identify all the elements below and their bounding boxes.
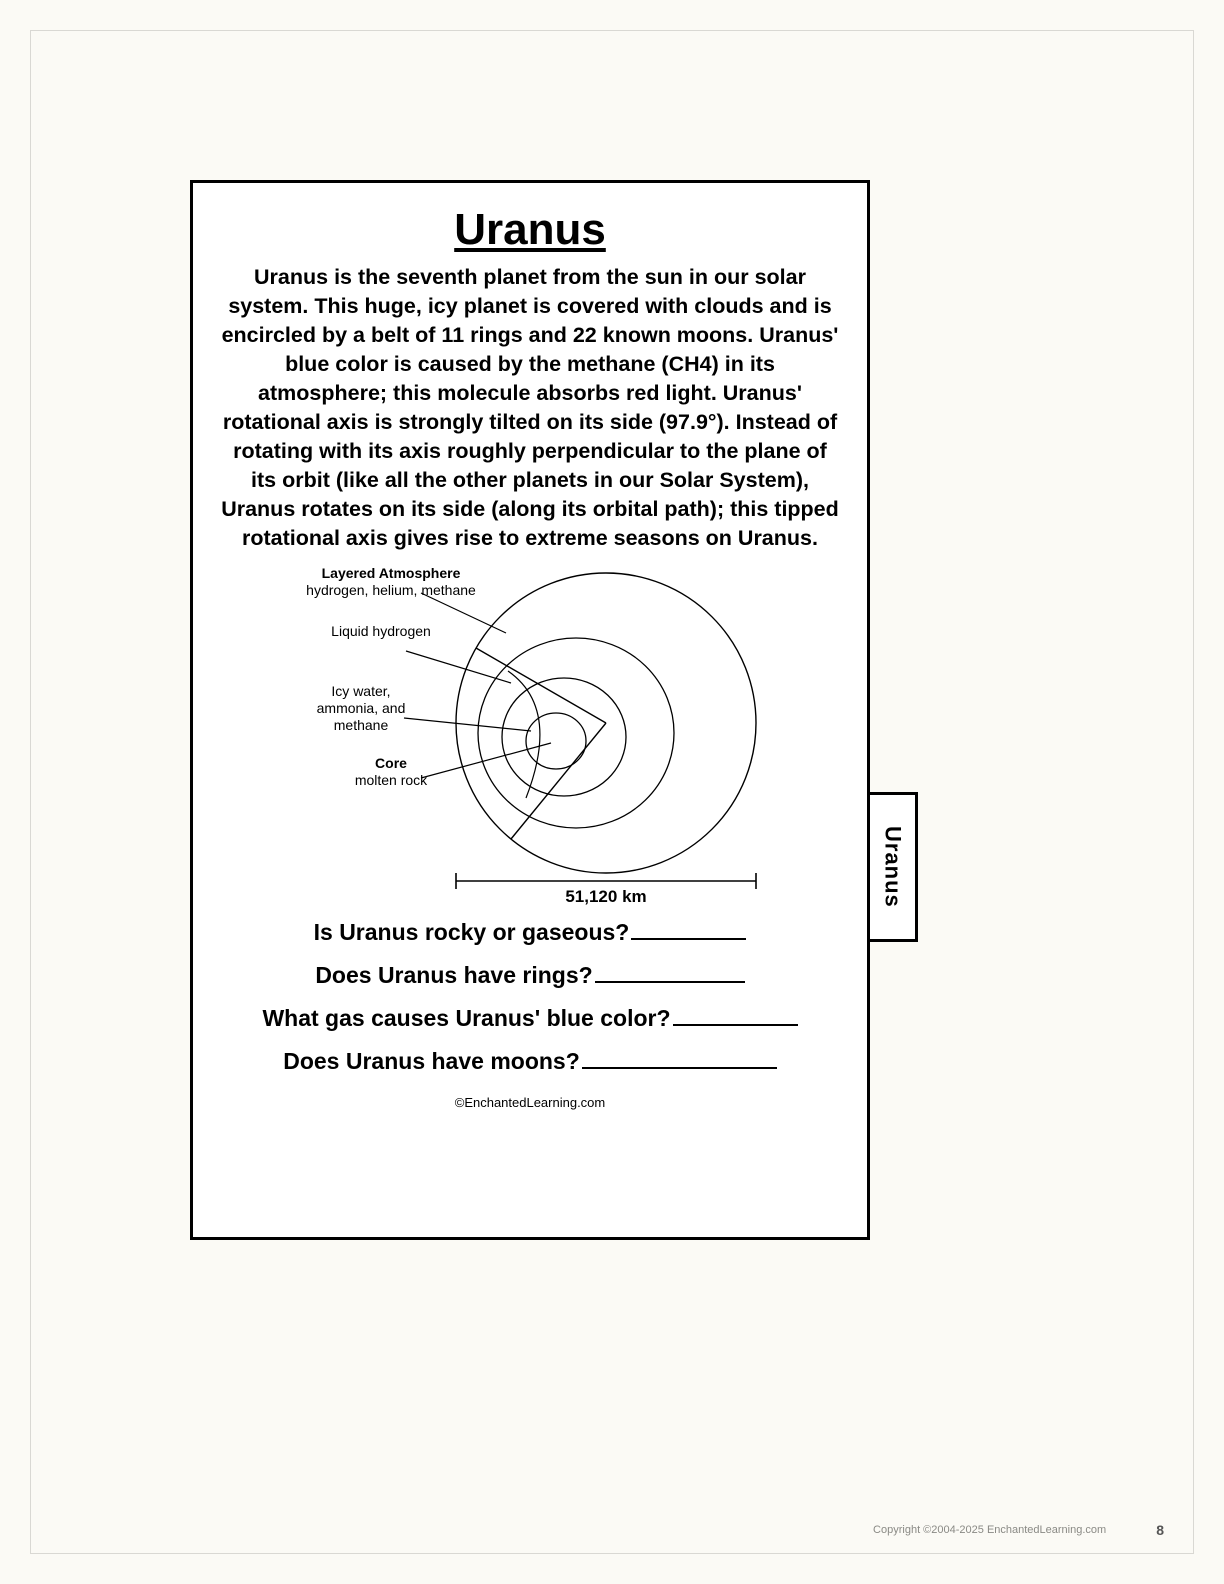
- worksheet-body: Uranus is the seventh planet from the su…: [221, 263, 839, 553]
- question-2: Does Uranus have rings?: [221, 960, 839, 989]
- blank-4[interactable]: [582, 1046, 777, 1069]
- side-tab-label: Uranus: [880, 826, 906, 908]
- worksheet: Uranus Uranus is the seventh planet from…: [190, 180, 870, 1240]
- diagram-label-atmosphere: Layered Atmosphere hydrogen, helium, met…: [291, 565, 491, 599]
- question-4: Does Uranus have moons?: [221, 1046, 839, 1075]
- diagram-label-core: Core molten rock: [336, 755, 446, 789]
- diagram-label-liquid-hydrogen: Liquid hydrogen: [321, 623, 441, 640]
- diameter-label: 51,120 km: [506, 887, 706, 907]
- blank-3[interactable]: [673, 1003, 798, 1026]
- footer-copyright: Copyright ©2004-2025 EnchantedLearning.c…: [873, 1524, 1106, 1536]
- blank-1[interactable]: [631, 917, 746, 940]
- worksheet-title: Uranus: [221, 205, 839, 255]
- page-number: 8: [1156, 1522, 1164, 1538]
- question-3: What gas causes Uranus' blue color?: [221, 1003, 839, 1032]
- side-tab: Uranus: [870, 792, 918, 942]
- question-1: Is Uranus rocky or gaseous?: [221, 917, 839, 946]
- planet-diagram: Layered Atmosphere hydrogen, helium, met…: [221, 563, 839, 903]
- worksheet-copyright: ©EnchantedLearning.com: [221, 1095, 839, 1110]
- worksheet-container: Uranus Uranus is the seventh planet from…: [190, 180, 870, 1240]
- blank-2[interactable]: [595, 960, 745, 983]
- questions: Is Uranus rocky or gaseous? Does Uranus …: [221, 917, 839, 1075]
- page-footer: Copyright ©2004-2025 EnchantedLearning.c…: [873, 1522, 1164, 1538]
- diagram-label-icy: Icy water, ammonia, and methane: [301, 683, 421, 733]
- cross-section-svg: [396, 563, 816, 903]
